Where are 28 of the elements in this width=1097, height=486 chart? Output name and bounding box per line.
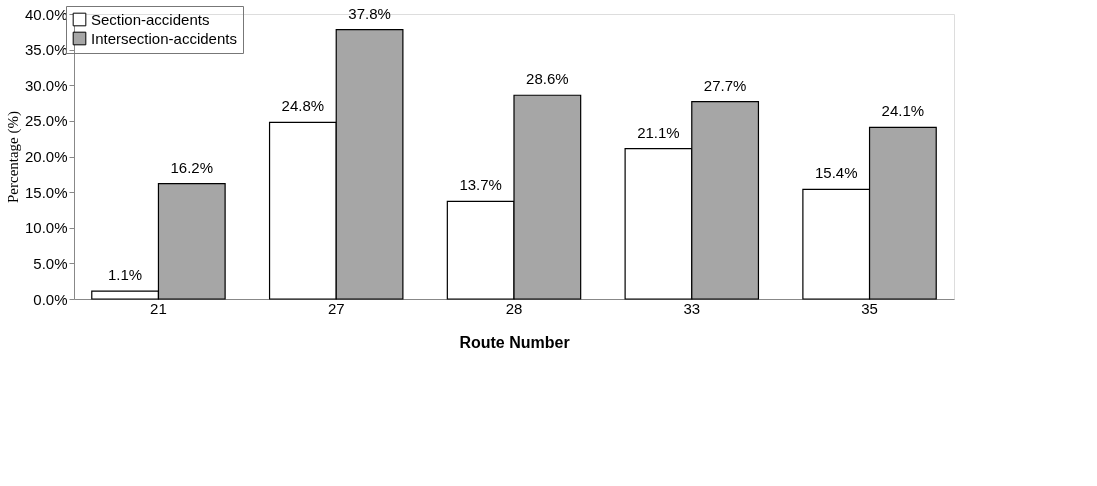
data-label: 21.1% — [637, 123, 680, 141]
y-tick-label: 30.0% — [24, 76, 68, 94]
data-label: 16.2% — [170, 158, 214, 176]
y-tick-label: 35.0% — [24, 41, 68, 59]
data-label: 24.8% — [281, 97, 325, 115]
y-tick-label: 25.0% — [24, 112, 68, 130]
x-tick-label: 21 — [150, 299, 167, 317]
data-label: 24.1% — [881, 102, 925, 120]
x-axis-title: Route Number — [459, 333, 570, 351]
x-tick-label: 33 — [683, 299, 701, 317]
legend-label: Intersection-accidents — [91, 29, 237, 47]
data-label: 28.6% — [526, 70, 569, 88]
y-tick-label: 15.0% — [24, 183, 68, 201]
x-tick-label: 27 — [327, 299, 345, 317]
x-tick-label: 35 — [861, 299, 878, 317]
y-tick-label: 0.0% — [33, 290, 68, 308]
x-tick-label: 28 — [505, 299, 523, 317]
y-axis-title: Percentage (%) — [4, 110, 22, 204]
y-tick-label: 10.0% — [24, 219, 68, 237]
data-label: 1.1% — [108, 266, 143, 284]
data-label: 13.7% — [459, 176, 502, 194]
y-tick-label: 20.0% — [24, 148, 68, 165]
data-label: 37.8% — [348, 4, 391, 22]
y-tick-label: 40.0% — [24, 5, 68, 23]
data-label: 27.7% — [703, 76, 747, 94]
data-label: 15.4% — [814, 164, 858, 182]
legend-label: Section-accidents — [91, 10, 210, 28]
y-tick-label: 5.0% — [33, 254, 68, 272]
